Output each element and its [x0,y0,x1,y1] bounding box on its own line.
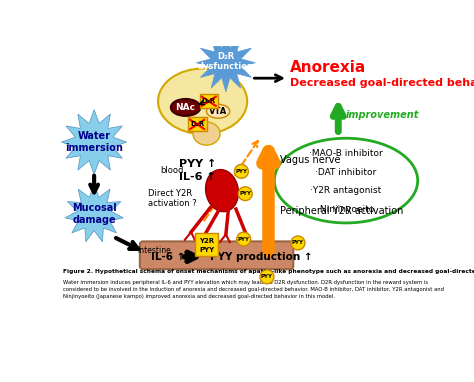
FancyBboxPatch shape [200,94,218,108]
Circle shape [260,270,274,284]
Ellipse shape [206,170,238,212]
Text: PYY: PYY [292,240,304,246]
Text: Figure 2. Hypothetical schema of onset mechanisms of apathy-like phenotype such : Figure 2. Hypothetical schema of onset m… [63,269,474,274]
Text: PYY: PYY [261,274,273,279]
Text: Direct Y2R
activation ?: Direct Y2R activation ? [148,189,197,208]
Text: Anorexia: Anorexia [290,60,366,75]
Text: blood: blood [160,166,183,175]
Text: Decreased goal-directed behaviors: Decreased goal-directed behaviors [290,78,474,88]
Polygon shape [65,185,123,242]
Text: Peripheral Y2R activation: Peripheral Y2R activation [280,206,403,216]
Polygon shape [196,34,255,92]
Text: Water immersion induces peripheral IL-6 and PYY elevation which may leads to D2R: Water immersion induces peripheral IL-6 … [63,280,444,299]
Ellipse shape [207,104,230,118]
Text: IL-6 ↑: IL-6 ↑ [151,252,185,262]
Text: PYY: PYY [236,169,247,174]
Circle shape [235,164,248,178]
Text: PYY ↑: PYY ↑ [179,159,217,168]
Circle shape [237,232,251,246]
Text: Vagus nerve: Vagus nerve [280,155,341,165]
Text: improvement: improvement [346,110,419,120]
Circle shape [238,187,252,201]
Text: PYY: PYY [237,236,250,241]
Text: NAc: NAc [175,103,196,112]
Text: ·Ninjinyoeito: ·Ninjinyoeito [318,205,374,214]
Text: PYY production ↑: PYY production ↑ [210,252,312,262]
FancyBboxPatch shape [140,241,293,269]
Text: D₂R
dysfunction: D₂R dysfunction [198,52,254,71]
Text: Y2R: Y2R [199,238,214,244]
Text: VTA: VTA [209,107,227,116]
Ellipse shape [193,122,220,145]
Ellipse shape [274,138,418,223]
Circle shape [291,236,305,250]
Text: Water
immersion: Water immersion [65,131,123,153]
Text: Mucosal
damage: Mucosal damage [72,203,117,225]
Text: PYY: PYY [239,191,251,196]
Text: D₂R: D₂R [190,121,204,127]
Text: IL-6 ↑: IL-6 ↑ [179,172,216,182]
Text: ·Y2R antagonist: ·Y2R antagonist [310,186,382,195]
Polygon shape [62,110,127,175]
Text: ·MAO-B inhibitor: ·MAO-B inhibitor [309,149,383,158]
Text: ·DAT inhibitor: ·DAT inhibitor [315,168,377,176]
Ellipse shape [171,99,201,116]
FancyBboxPatch shape [188,117,207,131]
Text: D₂R: D₂R [202,98,216,104]
Text: PYY: PYY [199,247,214,253]
Text: Intestine: Intestine [137,246,171,255]
FancyBboxPatch shape [195,233,218,256]
Ellipse shape [158,68,247,134]
